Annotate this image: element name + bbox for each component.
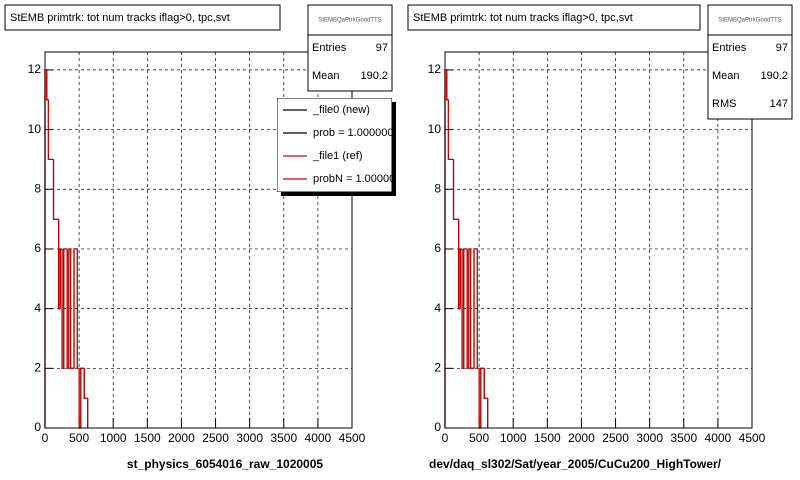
histogram-step — [58, 219, 61, 310]
chart-title: StEMB primtrk: tot num tracks iflag>0, t… — [413, 12, 633, 24]
histogram-step — [469, 248, 473, 369]
x-tick-label: 1000 — [100, 431, 127, 445]
histogram-step — [447, 99, 451, 161]
y-tick-label: 2 — [34, 360, 41, 374]
y-tick-label: 4 — [34, 301, 41, 315]
stats-value: 190.2 — [360, 70, 388, 82]
stats-value: 190.2 — [760, 70, 788, 82]
plot-frame — [444, 51, 753, 429]
x-tick-label: 4000 — [705, 431, 732, 445]
plot-border — [444, 51, 753, 429]
histogram-step — [46, 69, 49, 101]
stats-label: RMS — [712, 98, 736, 110]
histogram-step — [59, 248, 63, 309]
histogram-step — [446, 69, 449, 101]
y-tick-label: 6 — [34, 241, 41, 255]
stats-label: Entries — [312, 42, 347, 54]
x-tick-label: 3000 — [236, 431, 263, 445]
x-tick-label: 4500 — [339, 431, 366, 445]
y-tick-label: 10 — [28, 122, 42, 136]
x-axis-label: dev/daq_sl302/Sat/year_2005/CuCu200_High… — [429, 457, 722, 471]
histogram-step — [483, 368, 486, 399]
chart-title: StEMB primtrk: tot num tracks iflag>0, t… — [10, 12, 230, 24]
stats-label: Mean — [312, 70, 340, 82]
histogram-step — [52, 159, 56, 220]
stats-box — [707, 4, 793, 120]
y-tick-label: 10 — [428, 122, 442, 136]
x-tick-label: 1500 — [134, 431, 161, 445]
y-tick-label: 12 — [28, 62, 42, 76]
legend-label: _file0 (new) — [312, 104, 370, 116]
stats-name: StEMBQaPtrkGoodTTS — [318, 18, 381, 24]
y-tick-label: 8 — [34, 181, 41, 195]
x-tick-label: 0 — [42, 431, 49, 445]
title-box — [4, 4, 281, 31]
histogram-step — [83, 368, 86, 399]
x-tick-label: 2500 — [602, 431, 629, 445]
y-tick-label: 0 — [34, 420, 41, 434]
x-tick-label: 3000 — [636, 431, 663, 445]
histogram-step — [63, 248, 66, 369]
histogram-step — [458, 219, 461, 310]
y-tick-label: 0 — [434, 420, 441, 434]
legend-label: _file1 (ref) — [312, 150, 363, 162]
histogram-step — [473, 248, 476, 369]
stats-value: 147 — [770, 98, 788, 110]
y-tick-label: 4 — [434, 301, 441, 315]
x-tick-label: 0 — [442, 431, 449, 445]
stats-label: Mean — [712, 70, 740, 82]
plot-border — [44, 51, 353, 429]
stats-value: 97 — [376, 42, 388, 54]
stats-value: 97 — [776, 42, 788, 54]
stats-box — [307, 4, 393, 92]
histogram-step — [480, 367, 483, 428]
x-axis-label: st_physics_6054016_raw_1020005 — [127, 457, 323, 471]
y-tick-label: 6 — [434, 241, 441, 255]
legend-label: probN = 1.00000 — [313, 173, 395, 185]
x-tick-label: 2000 — [568, 431, 595, 445]
x-tick-label: 500 — [69, 431, 89, 445]
y-tick-label: 2 — [434, 360, 441, 374]
x-tick-label: 1500 — [534, 431, 561, 445]
histogram-step — [47, 99, 51, 161]
histogram-step — [452, 159, 456, 220]
histogram-step — [80, 367, 83, 428]
histogram-step — [459, 248, 463, 309]
y-tick-label: 12 — [428, 62, 442, 76]
stats-label: Entries — [712, 42, 747, 54]
title-box — [407, 4, 701, 31]
legend: _file0 (new) prob = 1.000000 _file1 (ref) p… — [277, 98, 395, 192]
x-tick-label: 4500 — [739, 431, 766, 445]
histogram-step — [463, 248, 466, 369]
histogram-step — [76, 248, 80, 369]
y-tick-label: 8 — [434, 181, 441, 195]
histogram-step — [69, 248, 73, 369]
x-tick-label: 2500 — [202, 431, 229, 445]
histogram-step — [68, 248, 71, 369]
x-tick-label: 4000 — [305, 431, 332, 445]
histogram-step — [476, 248, 480, 369]
legend-label: prob = 1.000000 — [313, 127, 393, 139]
legend-box — [277, 98, 392, 192]
x-tick-label: 3500 — [270, 431, 297, 445]
x-tick-label: 500 — [469, 431, 489, 445]
x-tick-label: 2000 — [168, 431, 195, 445]
x-tick-label: 1000 — [500, 431, 527, 445]
x-tick-label: 3500 — [670, 431, 697, 445]
stats-name: StEMBQaPtrkGoodTTS — [718, 18, 781, 24]
histogram-step — [468, 248, 471, 369]
histogram-step — [73, 248, 76, 369]
